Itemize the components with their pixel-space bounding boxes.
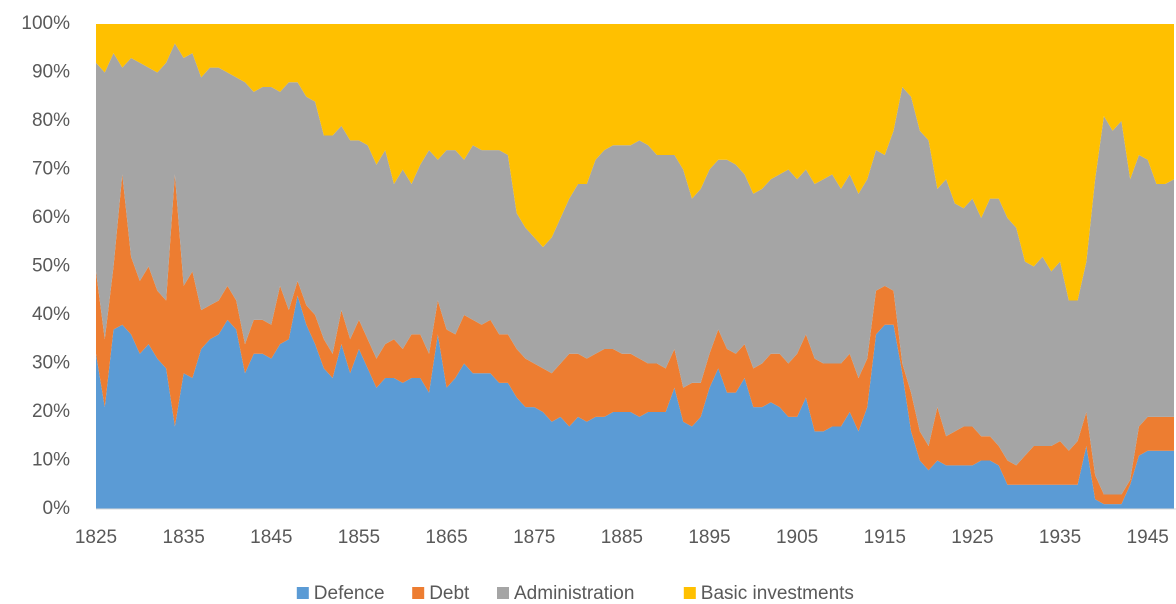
area xyxy=(96,295,1174,509)
x-tick-label: 1865 xyxy=(425,527,467,548)
area xyxy=(96,174,1174,505)
area xyxy=(96,43,1174,495)
x-tick-label: 1895 xyxy=(688,527,730,548)
x-tick-label: 1875 xyxy=(513,527,555,548)
legend-swatch xyxy=(296,587,309,599)
legend-label: Basic investments xyxy=(701,583,854,604)
legend-label: Administration xyxy=(514,583,634,604)
x-tick-label: 1835 xyxy=(163,527,205,548)
y-tick-label: 60% xyxy=(32,207,70,228)
x-tick-label: 1935 xyxy=(1039,527,1081,548)
x-tick-label: 1945 xyxy=(1127,527,1169,548)
x-tick-label: 1905 xyxy=(776,527,818,548)
legend-swatch xyxy=(683,587,696,599)
legend-swatch xyxy=(412,587,425,599)
x-tick-label: 1855 xyxy=(338,527,380,548)
y-tick-label: 20% xyxy=(32,401,70,422)
legend-label: Defence xyxy=(314,583,385,604)
y-tick-label: 70% xyxy=(32,159,70,180)
legend-swatch xyxy=(497,587,509,599)
x-tick-label: 1925 xyxy=(951,527,993,548)
y-tick-label: 10% xyxy=(32,450,70,471)
legend-label: Debt xyxy=(429,583,470,604)
area xyxy=(96,24,1174,301)
x-tick-label: 1845 xyxy=(250,527,292,548)
y-tick-label: 0% xyxy=(43,498,71,519)
y-tick-label: 50% xyxy=(32,256,70,277)
x-tick-label: 1825 xyxy=(75,527,117,548)
y-tick-label: 80% xyxy=(32,110,70,131)
y-tick-label: 30% xyxy=(32,353,70,374)
y-tick-label: 100% xyxy=(21,13,70,34)
x-tick-label: 1915 xyxy=(864,527,906,548)
x-tick-label: 1885 xyxy=(601,527,643,548)
y-tick-label: 90% xyxy=(32,62,70,83)
y-tick-label: 40% xyxy=(32,304,70,325)
